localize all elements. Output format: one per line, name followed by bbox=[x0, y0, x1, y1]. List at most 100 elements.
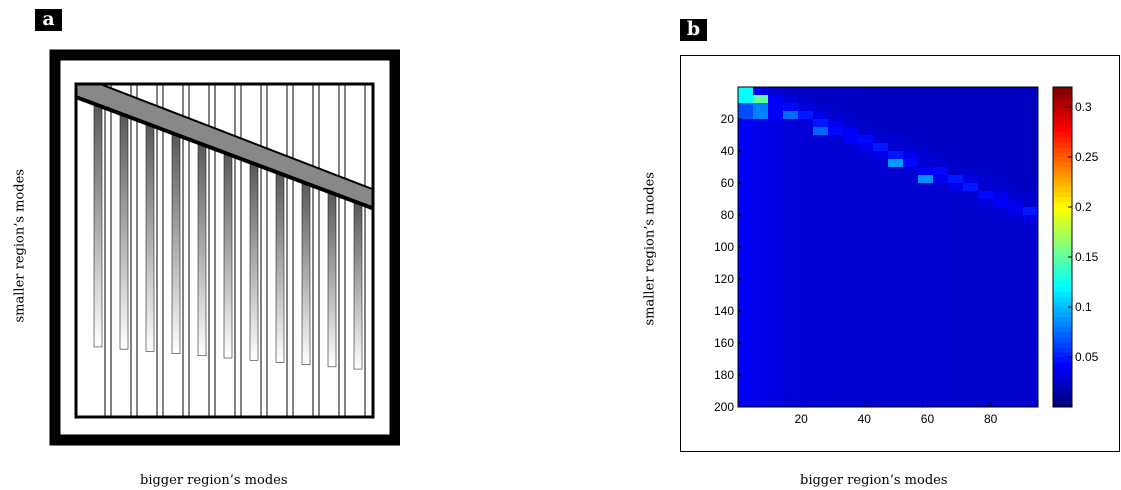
heatmap-cell bbox=[1023, 135, 1039, 144]
heatmap-cell bbox=[873, 287, 889, 296]
heatmap-cell bbox=[948, 167, 964, 176]
heatmap-cell bbox=[963, 271, 979, 280]
heatmap-cell bbox=[828, 247, 844, 256]
heatmap-cell bbox=[858, 95, 874, 104]
heatmap-cell bbox=[753, 207, 769, 216]
colorbar-segment bbox=[1053, 307, 1072, 313]
heatmap-cell bbox=[948, 391, 964, 400]
heatmap-cell bbox=[903, 167, 919, 176]
heatmap-cell bbox=[828, 287, 844, 296]
heatmap-cell bbox=[768, 311, 784, 320]
inner-frame bbox=[74, 82, 375, 419]
heatmap-cell bbox=[888, 319, 904, 328]
heatmap-cell bbox=[813, 95, 829, 104]
heatmap-cell bbox=[768, 95, 784, 104]
heatmap-cell bbox=[798, 255, 814, 264]
heatmap-cell bbox=[753, 223, 769, 232]
heatmap-cell bbox=[1023, 311, 1039, 320]
heatmap-cell bbox=[873, 239, 889, 248]
colorbar-segment bbox=[1053, 387, 1072, 393]
heatmap-cell bbox=[918, 351, 934, 360]
heatmap-cell bbox=[978, 167, 994, 176]
heatmap-cell bbox=[993, 287, 1009, 296]
heatmap-cell bbox=[993, 183, 1009, 192]
heatmap-cell bbox=[978, 87, 994, 96]
stripe-wide bbox=[171, 128, 181, 354]
colorbar-segment bbox=[1053, 212, 1072, 218]
heatmap-cell bbox=[813, 183, 829, 192]
heatmap-cell bbox=[918, 199, 934, 208]
heatmap-cell bbox=[843, 271, 859, 280]
heatmap-cell bbox=[783, 343, 799, 352]
heatmap-cell bbox=[978, 103, 994, 112]
heatmap-cell bbox=[1008, 183, 1024, 192]
heatmap-cell bbox=[813, 207, 829, 216]
heatmap-cell bbox=[918, 343, 934, 352]
heatmap-cell bbox=[993, 383, 1009, 392]
heatmap-cell bbox=[903, 143, 919, 152]
heatmap-cell bbox=[753, 103, 769, 112]
heatmap-cell bbox=[888, 87, 904, 96]
heatmap-cell bbox=[738, 95, 754, 104]
heatmap-cell bbox=[783, 271, 799, 280]
heatmap-cell bbox=[738, 375, 754, 384]
heatmap-cell bbox=[963, 87, 979, 96]
heatmap-cell bbox=[918, 319, 934, 328]
heatmap-cell bbox=[888, 239, 904, 248]
heatmap-cell bbox=[798, 207, 814, 216]
heatmap-cell bbox=[828, 263, 844, 272]
heatmap-cell bbox=[873, 383, 889, 392]
heatmap-cell bbox=[873, 343, 889, 352]
heatmap-cell bbox=[813, 175, 829, 184]
heatmap-cell bbox=[1023, 391, 1039, 400]
heatmap-cell bbox=[933, 263, 949, 272]
heatmap-cell bbox=[948, 95, 964, 104]
heatmap-cell bbox=[783, 279, 799, 288]
heatmap-cell bbox=[903, 223, 919, 232]
heatmap-cell bbox=[873, 375, 889, 384]
heatmap-cell bbox=[753, 239, 769, 248]
heatmap-cell bbox=[813, 383, 829, 392]
heatmap-cell bbox=[903, 303, 919, 312]
heatmap-cell bbox=[948, 199, 964, 208]
heatmap-cell bbox=[993, 143, 1009, 152]
colorbar-segment bbox=[1053, 342, 1072, 348]
heatmap-cell bbox=[783, 327, 799, 336]
heatmap-cell bbox=[993, 111, 1009, 120]
heatmap-cell bbox=[843, 143, 859, 152]
heatmap-cell bbox=[828, 279, 844, 288]
heatmap-cell bbox=[888, 199, 904, 208]
heatmap-cell bbox=[888, 399, 904, 408]
heatmap-cell bbox=[843, 199, 859, 208]
heatmap-cell bbox=[1023, 295, 1039, 304]
outer-frame bbox=[49, 49, 400, 446]
heatmap-cell bbox=[828, 103, 844, 112]
heatmap-cell bbox=[978, 191, 994, 200]
heatmap-cell bbox=[828, 175, 844, 184]
heatmap-cell bbox=[978, 303, 994, 312]
heatmap-cell bbox=[828, 199, 844, 208]
heatmap-cell bbox=[768, 135, 784, 144]
heatmap-cell bbox=[753, 87, 769, 96]
heatmap-cell bbox=[738, 151, 754, 160]
colorbar-segment bbox=[1053, 192, 1072, 198]
heatmap-cell bbox=[1008, 279, 1024, 288]
heatmap-cell bbox=[1008, 399, 1024, 408]
heatmap-cell bbox=[993, 303, 1009, 312]
heatmap-cell bbox=[813, 359, 829, 368]
stripe-wide bbox=[119, 108, 129, 350]
heatmap-cell bbox=[888, 231, 904, 240]
heatmap-cell bbox=[813, 255, 829, 264]
heatmap-cell bbox=[948, 279, 964, 288]
panel-b-tag: b bbox=[680, 19, 707, 41]
heatmap-cell bbox=[948, 247, 964, 256]
heatmap-cell bbox=[768, 319, 784, 328]
heatmap-cell bbox=[798, 239, 814, 248]
heatmap-cell bbox=[1008, 247, 1024, 256]
heatmap-cell bbox=[858, 287, 874, 296]
heatmap-cell bbox=[828, 383, 844, 392]
colorbar-segment bbox=[1053, 217, 1072, 223]
heatmap-cell bbox=[1023, 231, 1039, 240]
heatmap-cell bbox=[963, 95, 979, 104]
heatmap-cell bbox=[888, 151, 904, 160]
